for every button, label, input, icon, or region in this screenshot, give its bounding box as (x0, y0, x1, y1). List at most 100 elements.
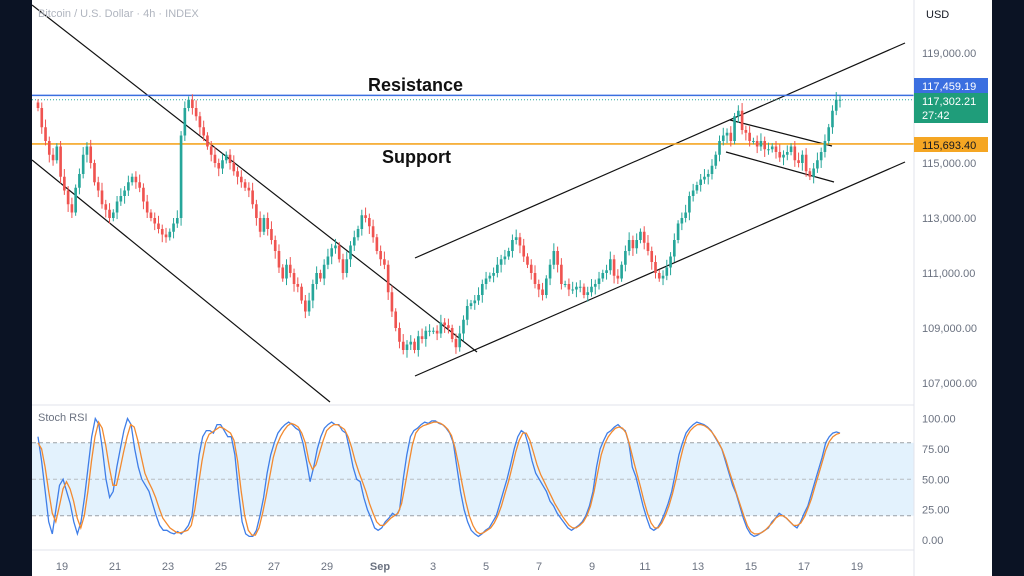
flag-lower-line (725, 151, 835, 183)
candle-body (838, 99, 842, 101)
time-tick-label: 9 (589, 561, 595, 573)
candle-body (503, 256, 507, 260)
candle-body (507, 251, 510, 257)
candle-body (827, 127, 831, 141)
time-tick-label: 3 (430, 561, 436, 573)
candle-body (315, 273, 318, 284)
candle-body (352, 237, 356, 246)
candle-body (778, 152, 782, 158)
candle-body (714, 154, 718, 166)
candle-body (522, 245, 526, 257)
candle-body (334, 245, 337, 249)
candle-body (194, 108, 198, 117)
candle-body (458, 333, 462, 348)
candle-body (567, 284, 571, 290)
candle-body (571, 289, 574, 291)
candle-body (51, 154, 55, 161)
resistance-annotation: Resistance (368, 75, 463, 95)
candle-body (371, 226, 375, 238)
candle-body (789, 146, 793, 152)
candle-body (797, 160, 800, 163)
candle-body (153, 218, 157, 224)
stoch-rsi-title: Stoch RSI (38, 412, 88, 424)
candle-body (164, 234, 168, 238)
candle-body (443, 322, 446, 326)
price-tick-label: 119,000.00 (922, 48, 976, 60)
candle-body (341, 259, 345, 273)
time-tick-label: 29 (321, 561, 333, 573)
candle-body (175, 218, 179, 224)
candle-body (55, 146, 59, 161)
candle-body (612, 259, 616, 276)
stoch-tick-label: 100.00 (922, 414, 956, 426)
current-price-text: 117,302.21 (922, 96, 976, 108)
candle-body (560, 264, 563, 284)
candle-body (296, 284, 300, 287)
candle-body (590, 286, 593, 293)
candle-body (748, 132, 751, 141)
candle-body (770, 146, 774, 150)
candle-body (605, 270, 608, 273)
candle-body (699, 179, 703, 185)
candle-body (737, 110, 740, 117)
time-tick-label: 11 (639, 561, 650, 573)
candle-body (819, 152, 823, 161)
candle-body (270, 229, 273, 240)
candle-body (285, 264, 288, 279)
price-tick-label: 115,000.00 (922, 158, 976, 170)
time-tick-label: 17 (798, 561, 810, 573)
candle-body (793, 146, 797, 161)
candle-body (273, 240, 277, 251)
candle-body (669, 256, 672, 268)
candle-body (424, 330, 428, 339)
time-tick-label: 25 (215, 561, 227, 573)
symbol-title: Bitcoin / U.S. Dollar · 4h · INDEX (38, 8, 199, 20)
candle-body (149, 212, 153, 218)
candle-body (733, 116, 736, 141)
candle-body (767, 149, 770, 151)
candle-body (74, 187, 77, 213)
trendline-channel-upper (414, 42, 906, 259)
candle-body (70, 204, 74, 213)
candle-body (680, 218, 684, 224)
candle-body (642, 231, 646, 243)
candle-body (706, 174, 710, 177)
candle-body (383, 259, 386, 265)
candle-body (262, 218, 266, 232)
candle-body (326, 256, 330, 265)
support-price-text: 115,693.40 (922, 140, 976, 152)
candle-body (66, 190, 70, 205)
candle-body (47, 141, 51, 155)
candle-body (684, 212, 687, 218)
candle-body (232, 163, 236, 172)
candle-body (44, 127, 47, 141)
candle-body (639, 231, 642, 240)
candle-body (386, 264, 390, 293)
current-price-badge (914, 93, 988, 123)
candle-body (548, 264, 552, 279)
candle-body (198, 116, 202, 128)
trendline-left-lower (32, 159, 331, 403)
candle-body (157, 223, 160, 229)
candle-body (526, 256, 529, 265)
support-price-badge (914, 137, 988, 152)
candle-body (191, 99, 194, 108)
candle-body (85, 146, 89, 155)
candle-body (240, 176, 243, 183)
candle-body (375, 237, 379, 251)
candle-body (63, 176, 66, 191)
candle-body (465, 306, 469, 320)
candle-body (541, 289, 544, 295)
candle-body (831, 110, 834, 128)
candle-body (160, 229, 164, 235)
candle-body (100, 190, 104, 205)
time-tick-label: 19 (851, 561, 863, 573)
stoch-line-d (37, 420, 841, 536)
candle-body (255, 204, 258, 218)
candle-body (288, 264, 292, 273)
candle-body (224, 154, 228, 161)
candle-body (601, 273, 605, 279)
flag-upper-line (729, 119, 833, 147)
price-tick-label: 113,000.00 (922, 213, 976, 225)
candle-body (236, 171, 239, 177)
